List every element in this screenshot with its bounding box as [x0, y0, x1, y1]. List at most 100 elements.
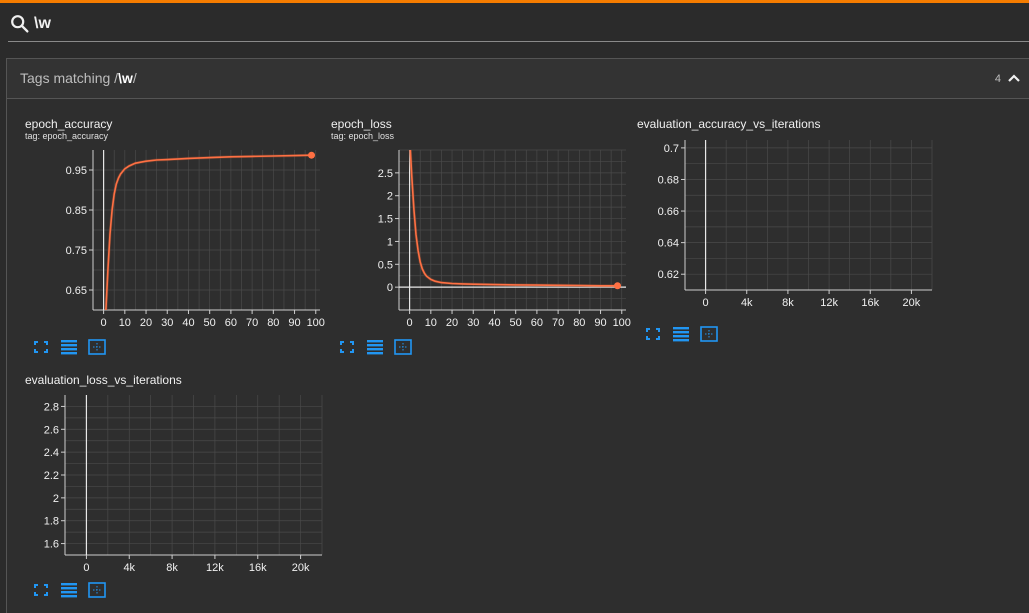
x-tick-label: 10 [119, 317, 131, 329]
x-tick-label: 20 [446, 317, 458, 329]
x-tick-label: 60 [531, 317, 543, 329]
fit-domain-icon[interactable] [700, 326, 718, 342]
card-epoch-loss: epoch_loss tag: epoch_loss 0 10 20 30 40 50 60… [331, 117, 631, 362]
card-tag: tag: epoch_accuracy [25, 131, 109, 141]
epoch-accuracy-chart[interactable]: 0 10 20 30 40 50 60 70 80 90 100 0.65 0.75 0.85 0.95 [25, 150, 325, 335]
x-tick-label: 70 [246, 317, 258, 329]
y-tick-label: 2 [53, 493, 59, 505]
y-tick-label: 0.7 [664, 143, 679, 155]
x-tick-label: 0 [83, 562, 89, 574]
y-tick-label: 2.5 [378, 168, 393, 180]
series-line-raw [408, 150, 618, 288]
series-line [409, 150, 618, 287]
x-tick-label: 50 [510, 317, 522, 329]
card-evaluation-loss: evaluation_loss_vs_iterations 0 4k 8k 12k 16… [25, 373, 325, 603]
x-tick-label: 4k [741, 297, 753, 309]
x-tick-label: 40 [182, 317, 194, 329]
tag-group-title-suffix: / [132, 70, 137, 86]
y-tick-label: 0.5 [378, 259, 393, 271]
x-tick-label: 30 [467, 317, 479, 329]
card-title: epoch_loss [331, 117, 392, 131]
search-icon [11, 15, 29, 33]
list-icon[interactable] [60, 339, 78, 355]
x-tick-label: 10 [425, 317, 437, 329]
y-tick-label: 0.62 [658, 269, 679, 281]
series-end-point [614, 282, 622, 290]
y-tick-label: 1.5 [378, 214, 393, 226]
y-tick-label: 2.8 [44, 401, 59, 413]
y-tick-label: 2 [387, 191, 393, 203]
y-tick-label: 2.2 [44, 470, 59, 482]
evaluation-loss-chart[interactable]: 0 4k 8k 12k 16k 20k 1.6 1.8 2 2.2 2.4 2.6 2.8 [25, 395, 325, 580]
y-tick-label: 0.64 [658, 238, 679, 250]
search-input[interactable] [34, 13, 734, 35]
y-tick-label: 2.6 [44, 424, 59, 436]
tag-group-title: Tags matching /\w/ [20, 70, 137, 86]
list-icon[interactable] [366, 339, 384, 355]
y-tick-label: 0.85 [66, 205, 87, 217]
card-actions [338, 339, 428, 355]
epoch-loss-chart[interactable]: 0 10 20 30 40 50 60 70 80 90 100 0 0.5 1 1.5 2 2.5 [331, 149, 631, 335]
y-tick-label: 0 [387, 282, 393, 294]
x-tick-label: 12k [820, 297, 838, 309]
x-tick-label: 16k [861, 297, 879, 309]
x-tick-label: 0 [101, 317, 107, 329]
card-epoch-accuracy: epoch_accuracy tag: epoch_accuracy 0 10 20… [25, 117, 325, 362]
card-title: evaluation_loss_vs_iterations [25, 373, 182, 387]
x-tick-label: 20 [140, 317, 152, 329]
x-tick-label: 20k [903, 297, 921, 309]
card-evaluation-accuracy: evaluation_accuracy_vs_iterations 0 4k 8k 1… [637, 117, 937, 347]
tag-group-title-prefix: Tags matching / [20, 70, 119, 86]
fullscreen-icon[interactable] [32, 582, 50, 598]
tag-group-header[interactable]: Tags matching /\w/ 4 [7, 59, 1029, 99]
fit-domain-icon[interactable] [88, 582, 106, 598]
list-icon[interactable] [672, 326, 690, 342]
y-tick-label: 0.66 [658, 206, 679, 218]
y-tick-label: 1.6 [44, 539, 59, 551]
x-tick-label: 0 [407, 317, 413, 329]
evaluation-accuracy-chart[interactable]: 0 4k 8k 12k 16k 20k 0.62 0.64 0.66 0.68 0.7 [637, 140, 937, 325]
x-tick-label: 60 [225, 317, 237, 329]
x-tick-label: 80 [267, 317, 279, 329]
x-tick-label: 40 [488, 317, 500, 329]
card-title: epoch_accuracy [25, 117, 113, 131]
y-tick-label: 0.75 [66, 245, 87, 257]
x-tick-label: 100 [613, 317, 631, 329]
x-tick-label: 80 [573, 317, 585, 329]
x-tick-label: 30 [161, 317, 173, 329]
x-tick-label: 8k [166, 562, 178, 574]
fullscreen-icon[interactable] [644, 326, 662, 342]
fullscreen-icon[interactable] [32, 339, 50, 355]
fit-domain-icon[interactable] [88, 339, 106, 355]
tag-group-pattern: \w [118, 70, 133, 86]
x-tick-label: 90 [288, 317, 300, 329]
tag-count: 4 [994, 73, 1001, 85]
card-actions [644, 326, 734, 342]
y-tick-label: 2.4 [44, 447, 59, 459]
x-tick-label: 0 [703, 297, 709, 309]
y-tick-label: 0.65 [66, 285, 87, 297]
chevron-up-icon[interactable] [1007, 72, 1021, 84]
series-end-point [308, 151, 316, 159]
x-tick-label: 90 [594, 317, 606, 329]
x-tick-label: 20k [292, 562, 310, 574]
card-title: evaluation_accuracy_vs_iterations [637, 117, 821, 131]
fit-domain-icon[interactable] [394, 339, 412, 355]
x-tick-label: 8k [782, 297, 794, 309]
card-actions [32, 339, 122, 355]
top-accent-bar [0, 0, 1029, 3]
x-tick-label: 50 [204, 317, 216, 329]
x-tick-label: 12k [206, 562, 224, 574]
list-icon[interactable] [60, 582, 78, 598]
x-tick-label: 70 [552, 317, 564, 329]
fullscreen-icon[interactable] [338, 339, 356, 355]
y-tick-label: 0.68 [658, 174, 679, 186]
card-tag: tag: epoch_loss [331, 131, 395, 141]
x-tick-label: 16k [249, 562, 267, 574]
y-tick-label: 1.8 [44, 516, 59, 528]
y-tick-label: 1 [387, 236, 393, 248]
x-tick-label: 100 [307, 317, 325, 329]
card-actions [32, 582, 122, 598]
x-tick-label: 4k [123, 562, 135, 574]
search-bar [8, 10, 1029, 42]
